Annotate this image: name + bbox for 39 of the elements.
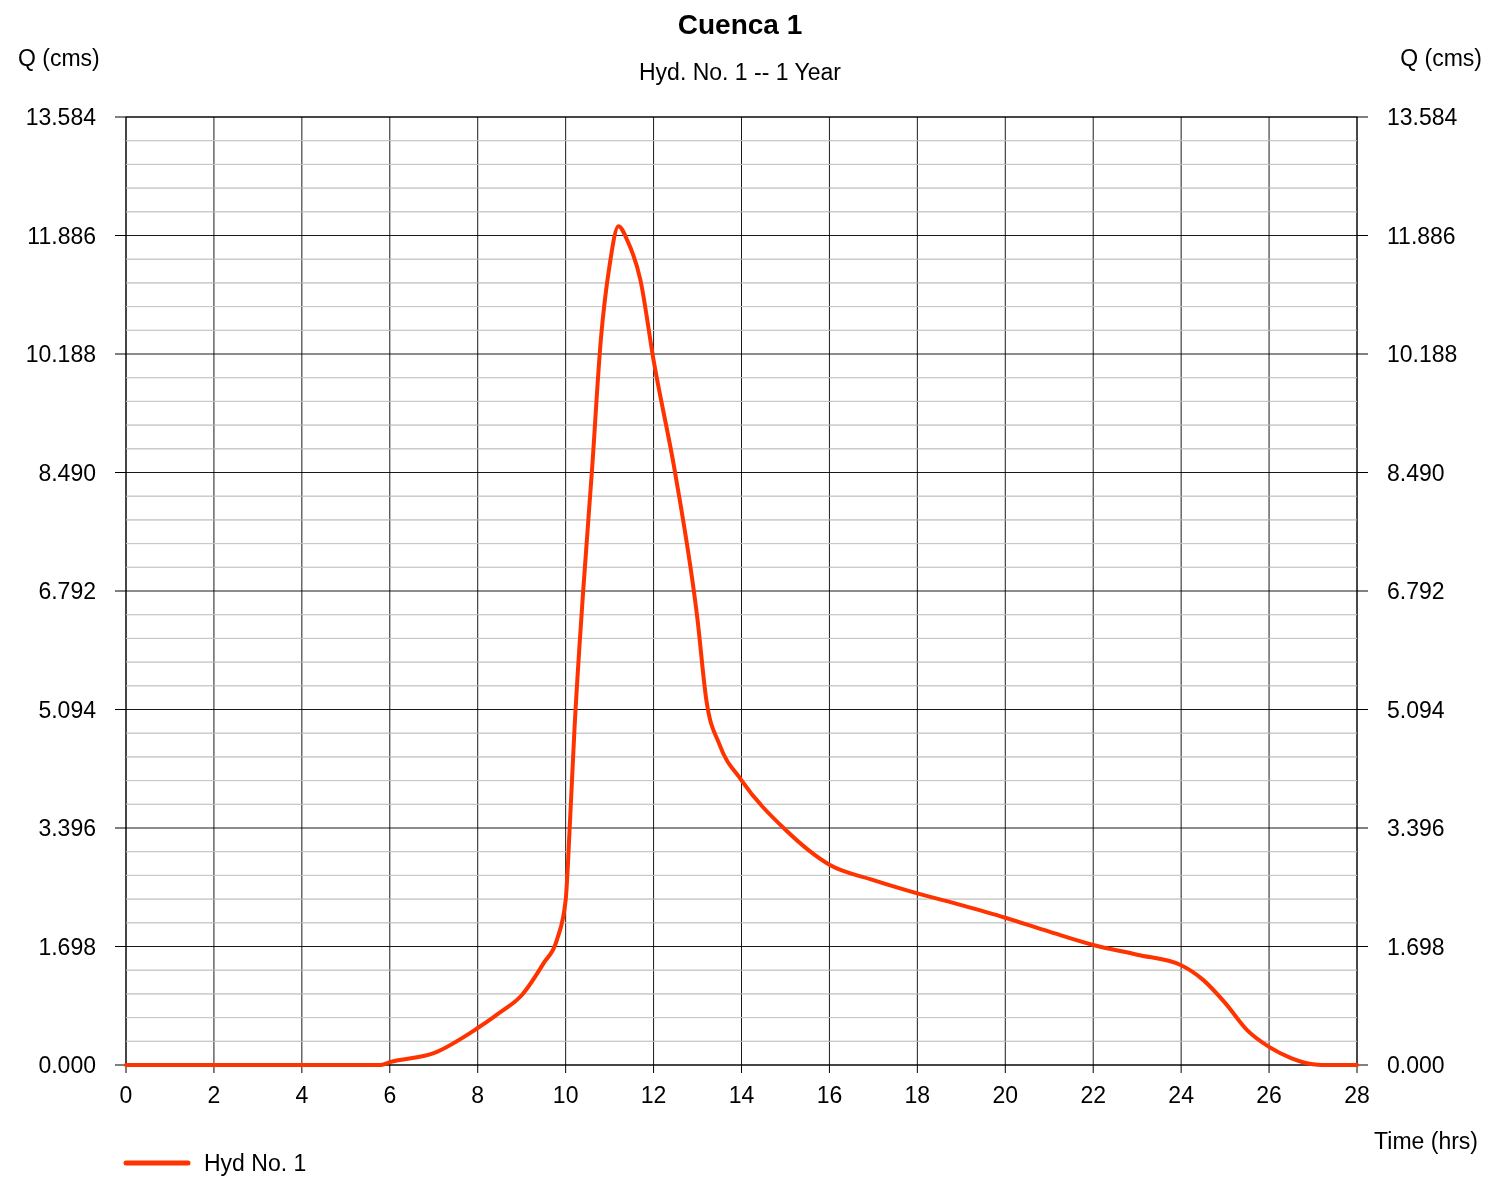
chart-title: Cuenca 1 bbox=[677, 9, 803, 40]
y2-tick-label: 1.698 bbox=[1387, 933, 1445, 960]
chart-subtitle: Hyd. No. 1 -- 1 Year bbox=[639, 59, 842, 85]
x-tick-label: 6 bbox=[383, 1082, 397, 1108]
x-tick-label: 14 bbox=[728, 1082, 755, 1108]
y-tick-label: 5.094 bbox=[38, 696, 97, 723]
y2-tick-label: 10.188 bbox=[1387, 341, 1458, 368]
y2-tick-label: 13.584 bbox=[1387, 104, 1458, 131]
x-tick-label: 18 bbox=[904, 1082, 931, 1108]
x-tick-label: 4 bbox=[295, 1082, 309, 1108]
y2-tick-label: 5.094 bbox=[1387, 696, 1445, 723]
y2-axis-title: Q (cms) bbox=[1400, 45, 1482, 71]
y-tick-label: 13.584 bbox=[25, 104, 97, 131]
x-axis-title: Time (hrs) bbox=[1374, 1128, 1478, 1154]
x-tick-label: 20 bbox=[992, 1082, 1019, 1108]
y2-tick-label: 3.396 bbox=[1387, 815, 1445, 842]
y-tick-label: 3.396 bbox=[38, 815, 96, 842]
y-tick-label: 0.000 bbox=[38, 1052, 96, 1079]
y-tick-label: 6.792 bbox=[38, 578, 96, 605]
x-tick-label: 24 bbox=[1168, 1082, 1195, 1108]
y-tick-label: 10.188 bbox=[25, 341, 96, 368]
x-tick-label: 12 bbox=[640, 1082, 667, 1108]
legend-label: Hyd No. 1 bbox=[204, 1150, 307, 1177]
x-tick-label: 28 bbox=[1344, 1082, 1370, 1108]
y-tick-label: 8.490 bbox=[38, 459, 96, 486]
x-tick-label: 10 bbox=[552, 1082, 579, 1108]
x-tick-label: 0 bbox=[119, 1082, 133, 1108]
y2-tick-label: 8.490 bbox=[1387, 459, 1445, 486]
y2-tick-label: 6.792 bbox=[1387, 578, 1445, 605]
x-tick-label: 22 bbox=[1080, 1082, 1107, 1108]
x-tick-label: 16 bbox=[816, 1082, 843, 1108]
y2-tick-label: 11.886 bbox=[1387, 222, 1456, 249]
y-axis-title: Q (cms) bbox=[18, 45, 100, 71]
x-tick-label: 2 bbox=[207, 1082, 221, 1108]
y2-tick-label: 0.000 bbox=[1387, 1052, 1445, 1079]
x-tick-label: 26 bbox=[1256, 1082, 1282, 1108]
x-tick-label: 8 bbox=[471, 1082, 485, 1108]
y-tick-label: 11.886 bbox=[27, 222, 96, 249]
y-tick-label: 1.698 bbox=[38, 933, 96, 960]
